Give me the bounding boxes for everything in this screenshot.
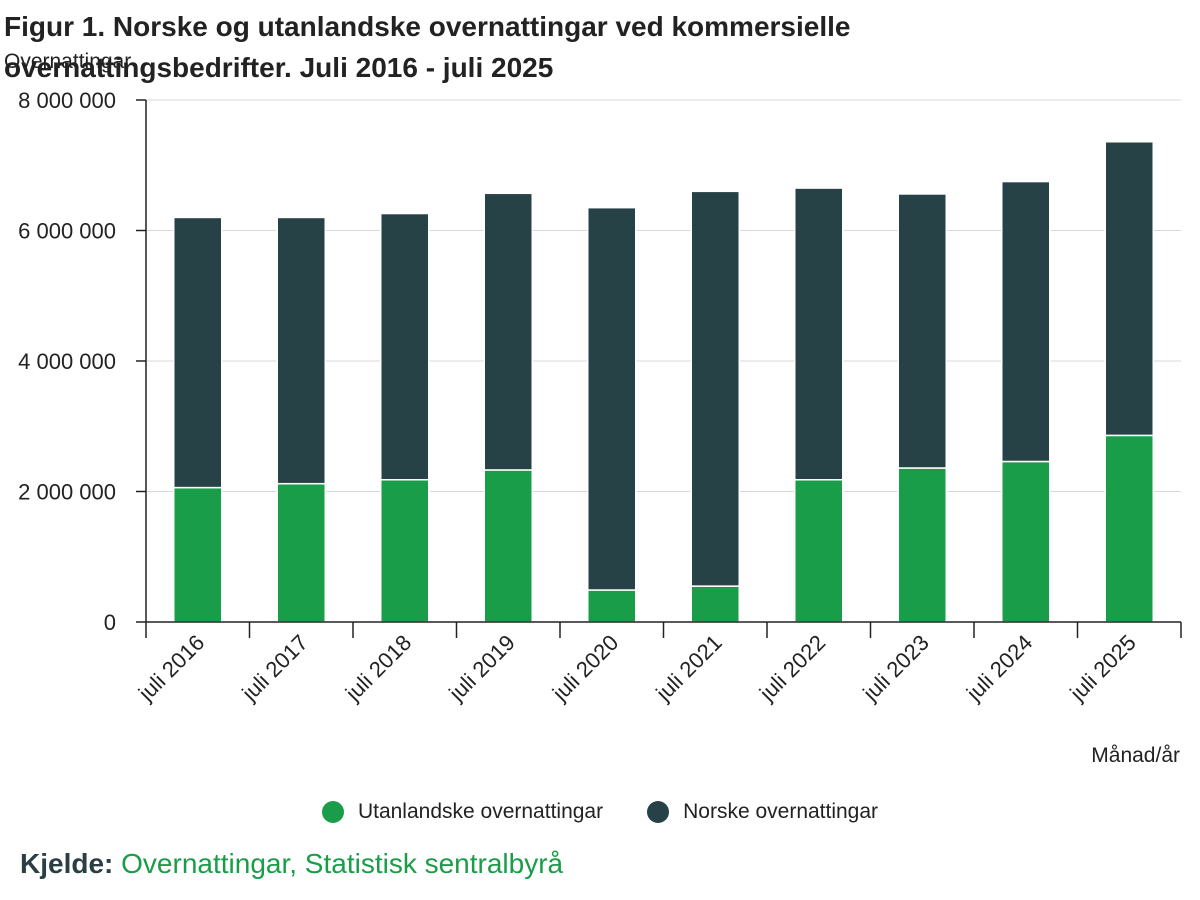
bar-utanlandske[interactable] bbox=[173, 486, 223, 623]
bar-utanlandske[interactable] bbox=[276, 482, 326, 623]
bar-utanlandske[interactable] bbox=[587, 589, 637, 623]
bar-norske[interactable] bbox=[380, 212, 430, 481]
x-tick-label: juli 2025 bbox=[1064, 630, 1140, 706]
bar-norske[interactable] bbox=[794, 187, 844, 481]
x-tick-label: juli 2020 bbox=[547, 630, 623, 706]
bar-norske[interactable] bbox=[1104, 141, 1154, 437]
bar-norske[interactable] bbox=[690, 190, 740, 587]
legend-label-norske: Norske overnattingar bbox=[683, 800, 879, 823]
bar-utanlandske[interactable] bbox=[690, 585, 740, 623]
y-axis-label: Overnattingar bbox=[4, 50, 132, 73]
x-tick-label: juli 2024 bbox=[961, 630, 1037, 706]
source-line: Kjelde: Overnattingar, Statistisk sentra… bbox=[20, 848, 563, 880]
x-tick-label: juli 2018 bbox=[340, 630, 416, 706]
y-tick-label: 8 000 000 bbox=[18, 88, 116, 113]
bar-norske[interactable] bbox=[897, 193, 947, 469]
legend-swatch-utanlandske bbox=[321, 801, 344, 823]
legend-swatch-norske bbox=[647, 801, 670, 823]
bar-norske[interactable] bbox=[276, 216, 326, 485]
x-tick-label: juli 2017 bbox=[236, 630, 312, 706]
x-tick-label: juli 2022 bbox=[754, 630, 830, 706]
y-tick-label: 4 000 000 bbox=[18, 349, 116, 374]
bar-norske[interactable] bbox=[587, 206, 637, 591]
bar-norske[interactable] bbox=[483, 192, 533, 471]
legend: Utanlandske overnattingar Norske overnat… bbox=[0, 800, 1200, 824]
bar-utanlandske[interactable] bbox=[1001, 460, 1051, 623]
x-tick-label: juli 2023 bbox=[857, 630, 933, 706]
bar-utanlandske[interactable] bbox=[483, 469, 533, 623]
source-label: Kjelde: bbox=[20, 848, 114, 879]
chart-title: Figur 1. Norske og utanlandske overnatti… bbox=[4, 11, 851, 83]
source-link[interactable]: Overnattingar, Statistisk sentralbyrå bbox=[121, 848, 564, 879]
bars bbox=[173, 141, 1154, 623]
x-tick-label: juli 2021 bbox=[650, 630, 726, 706]
x-axis-label: Månad/år bbox=[1091, 744, 1180, 767]
stacked-bar-chart: 0 2 000 000 4 000 000 6 000 000 8 000 000 jul… bbox=[18, 88, 1182, 767]
x-tick-label: juli 2016 bbox=[133, 630, 209, 706]
bar-norske[interactable] bbox=[173, 216, 223, 489]
y-tick-label: 2 000 000 bbox=[18, 480, 116, 505]
bar-utanlandske[interactable] bbox=[794, 479, 844, 623]
axes bbox=[136, 99, 1182, 638]
y-tick-label: 6 000 000 bbox=[18, 219, 116, 244]
bar-utanlandske[interactable] bbox=[1104, 434, 1154, 623]
legend-item-utanlandske[interactable]: Utanlandske overnattingar bbox=[321, 800, 604, 824]
legend-item-norske[interactable]: Norske overnattingar bbox=[647, 800, 878, 824]
x-tick-label: juli 2019 bbox=[443, 630, 519, 706]
bar-norske[interactable] bbox=[1001, 180, 1051, 463]
legend-label-utanlandske: Utanlandske overnattingar bbox=[357, 800, 604, 823]
bar-utanlandske[interactable] bbox=[897, 467, 947, 623]
y-tick-label: 0 bbox=[104, 610, 116, 635]
bar-utanlandske[interactable] bbox=[380, 479, 430, 623]
